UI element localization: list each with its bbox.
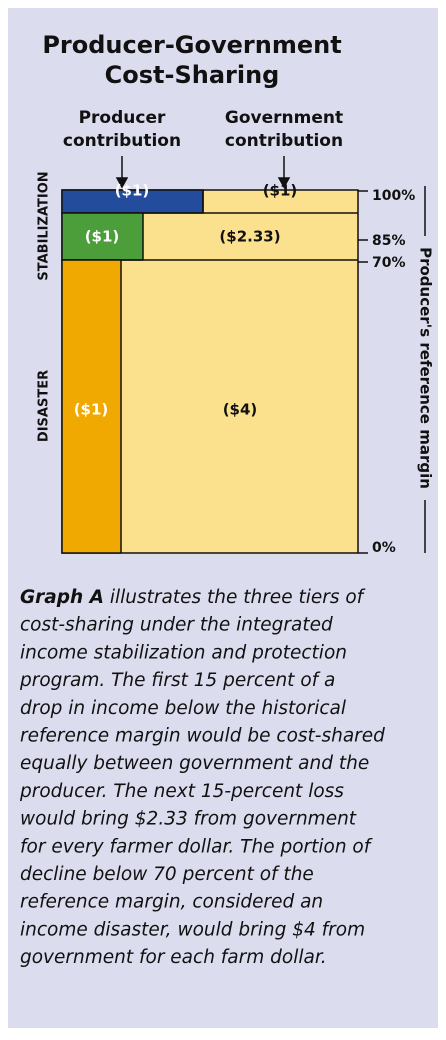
level-label: 85% [372,233,406,249]
caption-text: reference margin would be cost-shared [20,726,385,747]
header: Producer [79,108,166,128]
caption-text: illustrates the three tiers of [104,587,366,608]
caption-line: government for each farm dollar. [20,947,327,968]
producer-stabilization-2 [61,212,144,261]
caption-line: drop in income below the historical [20,698,347,719]
level-label: 70% [372,255,406,271]
title: Producer-Government [42,31,341,59]
tier-label: ($1) [263,182,298,200]
producer-disaster [61,259,122,554]
header: Government [225,108,343,128]
caption-text: drop in income below the historical [20,698,347,719]
tier-label: ($1) [85,228,120,246]
caption-line: reference margin would be cost-shared [20,726,385,747]
caption-line: program. The first 15 percent of a [19,670,335,691]
tier-label: ($1) [74,401,109,419]
caption-line: equally between government and the [20,753,369,774]
arrow-head [115,177,129,189]
caption-text: producer. The next 15-percent loss [19,781,344,802]
caption-text: for every farmer dollar. The portion of [20,836,373,857]
caption-text: equally between government and the [20,753,369,774]
header: contribution [225,131,343,151]
caption-text: income stabilization and protection [20,642,347,663]
caption-text: government for each farm dollar. [20,947,327,968]
tier-name: STABILIZATION [37,171,52,280]
caption-line: producer. The next 15-percent loss [19,781,344,802]
caption-text: would bring $2.33 from government [20,809,357,830]
caption-text: program. The first 15 percent of a [19,670,335,691]
caption-lead: Graph A [20,587,104,608]
caption-text: cost-sharing under the integrated [20,615,333,636]
caption-line: income stabilization and protection [20,642,347,663]
tier-label: ($4) [223,401,258,419]
caption-text: decline below 70 percent of the [20,864,314,885]
caption-line: Graph A illustrates the three tiers of [20,587,366,608]
header: contribution [63,131,181,151]
level-label: 0% [372,540,396,556]
tier-label: ($2.33) [219,228,280,246]
axis-label: Producer's reference margin [417,247,435,489]
arrow-head [277,177,291,189]
caption-line: for every farmer dollar. The portion of [20,836,373,857]
title: Cost-Sharing [105,61,280,89]
caption-text: income disaster, would bring $4 from [20,919,365,940]
caption-line: would bring $2.33 from government [20,809,357,830]
level-label: 100% [372,188,415,204]
tier-label: ($1) [115,182,150,200]
caption-line: income disaster, would bring $4 from [20,919,365,940]
caption-line: decline below 70 percent of the [20,864,314,885]
caption-text: reference margin, considered an [20,892,323,913]
caption-line: cost-sharing under the integrated [20,615,333,636]
tier-name: DISASTER [37,370,52,442]
caption-line: reference margin, considered an [20,892,323,913]
